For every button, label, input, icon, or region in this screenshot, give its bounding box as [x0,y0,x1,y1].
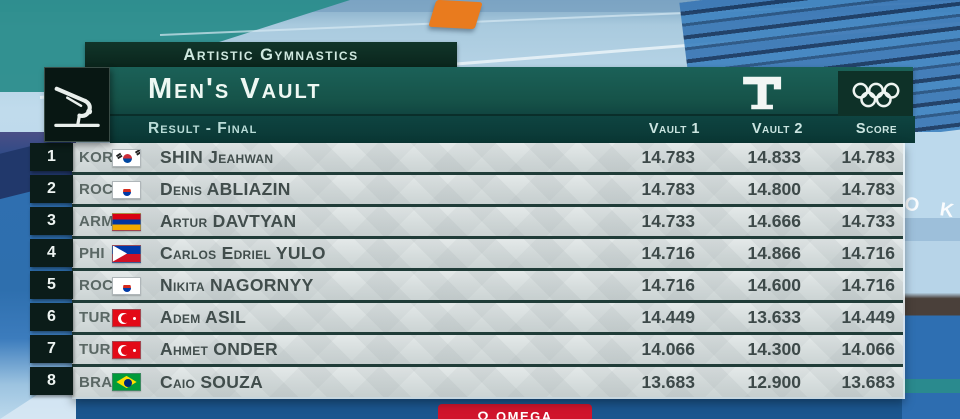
final-score: 14.449 [841,307,895,327]
rank-rail: 1 2 3 4 5 6 7 8 [30,143,73,399]
flag-cell [112,212,148,231]
noc-code: PHI [79,245,105,262]
column-header-vault2: Vault 2 [751,121,803,137]
sport-header-bar: Artistic Gymnastics [85,42,457,69]
flag-arm-icon [112,212,141,231]
athlete-name: Carlos Edriel YULO [160,243,326,263]
vault2-score: 12.900 [747,371,801,392]
rank-badge: 8 [30,367,73,395]
table-row: ROC Nikita NAGORNYY 14.716 14.600 14.716 [72,271,903,303]
vault2-score: 14.300 [747,339,801,359]
athlete-name: Denis ABLIAZIN [160,179,291,199]
vault2-score: 14.600 [747,275,801,295]
rank-badge: 1 [30,143,73,171]
athlete-name: SHIN Jeahwan [160,147,274,167]
noc-code: ROC [79,181,114,198]
vault2-score: 13.633 [747,307,801,327]
vault1-score: 13.683 [641,371,695,392]
flag-tur-icon [112,308,141,327]
flag-cell [112,276,148,295]
athlete-name: Adem ASIL [160,307,247,327]
column-header-vault1: Vault 1 [648,121,700,137]
noc-code: BRA [79,373,113,391]
athlete-name: Nikita NAGORNYY [160,275,314,295]
vault1-score: 14.716 [641,243,695,263]
athlete-name: Caio SOUZA [160,371,264,392]
omega-timing-logo: Ω OMEGA [438,404,592,419]
rank-badge: 4 [30,239,73,267]
noc-code: TUR [79,341,111,358]
flag-roc-icon [112,180,141,199]
springboard [428,0,483,30]
vault2-score: 14.866 [747,243,801,263]
rank-badge: 3 [30,207,73,235]
noc-code: TUR [79,309,111,326]
rank-badge: 2 [30,175,73,203]
vault1-score: 14.066 [641,339,695,359]
table-row: ROC Denis ABLIAZIN 14.783 14.800 14.783 [72,175,903,207]
sport-title: Artistic Gymnastics [183,46,359,64]
flag-cell [112,308,148,327]
omega-symbol-icon: Ω [477,408,491,419]
olympic-rings-icon [838,71,913,120]
flag-tur-icon [112,340,141,359]
event-title-bar: Men's Vault [110,67,913,120]
final-score: 14.716 [841,275,895,295]
vault1-score: 14.783 [641,147,695,167]
final-score: 14.066 [841,339,895,359]
vault1-score: 14.783 [641,179,695,199]
flag-bra-icon [112,373,141,391]
event-title: Men's Vault [148,73,322,105]
vault2-score: 14.833 [747,147,801,167]
noc-code: ARM [79,213,115,230]
omega-brand-label: OMEGA [496,408,553,419]
table-row: TUR Adem ASIL 14.449 13.633 14.449 [72,303,903,335]
final-score: 14.783 [841,147,895,167]
athlete-name: Artur DAVTYAN [160,211,297,231]
table-row: BRA Caio SOUZA 13.683 12.900 13.683 [72,367,903,399]
table-row: ARM Artur DAVTYAN 14.733 14.666 14.733 [72,207,903,239]
table-row: PHI Carlos Edriel YULO 14.716 14.866 14.… [72,239,903,271]
rank-badge: 6 [30,303,73,331]
subheader-bar: Result - Final Vault 1 Vault 2 Score [110,116,915,143]
flag-kor-icon [112,148,141,167]
vault1-score: 14.716 [641,275,695,295]
venue-right-wall: O K [902,132,960,419]
phase-label: Result - Final [148,120,258,137]
rank-badge: 7 [30,335,73,363]
vault-table-icon [743,76,782,110]
flag-cell [112,148,148,167]
column-header-score: Score [855,121,897,137]
vault1-score: 14.449 [641,307,695,327]
vault2-score: 14.800 [747,179,801,199]
flag-cell [112,340,148,359]
flag-phi-icon [112,244,141,263]
vault2-score: 14.666 [747,211,801,231]
table-row: TUR Ahmet ONDER 14.066 14.300 14.066 [72,335,903,367]
final-score: 14.733 [841,211,895,231]
vault1-score: 14.733 [641,211,695,231]
vault-pictogram-icon [44,67,110,142]
venue-floor-text: O K [902,193,960,224]
noc-code: ROC [79,277,114,294]
flag-cell [112,373,148,391]
athlete-name: Ahmet ONDER [160,339,278,359]
flag-cell [112,244,148,263]
flag-roc-icon [112,276,141,295]
final-score: 13.683 [841,371,895,392]
results-table: KOR SHIN Jeahwan 14.783 14.833 14.783 RO… [72,143,905,399]
final-score: 14.783 [841,179,895,199]
final-score: 14.716 [841,243,895,263]
noc-code: KOR [79,149,114,166]
rank-badge: 5 [30,271,73,299]
flag-cell [112,180,148,199]
table-row: KOR SHIN Jeahwan 14.783 14.833 14.783 [72,143,903,175]
